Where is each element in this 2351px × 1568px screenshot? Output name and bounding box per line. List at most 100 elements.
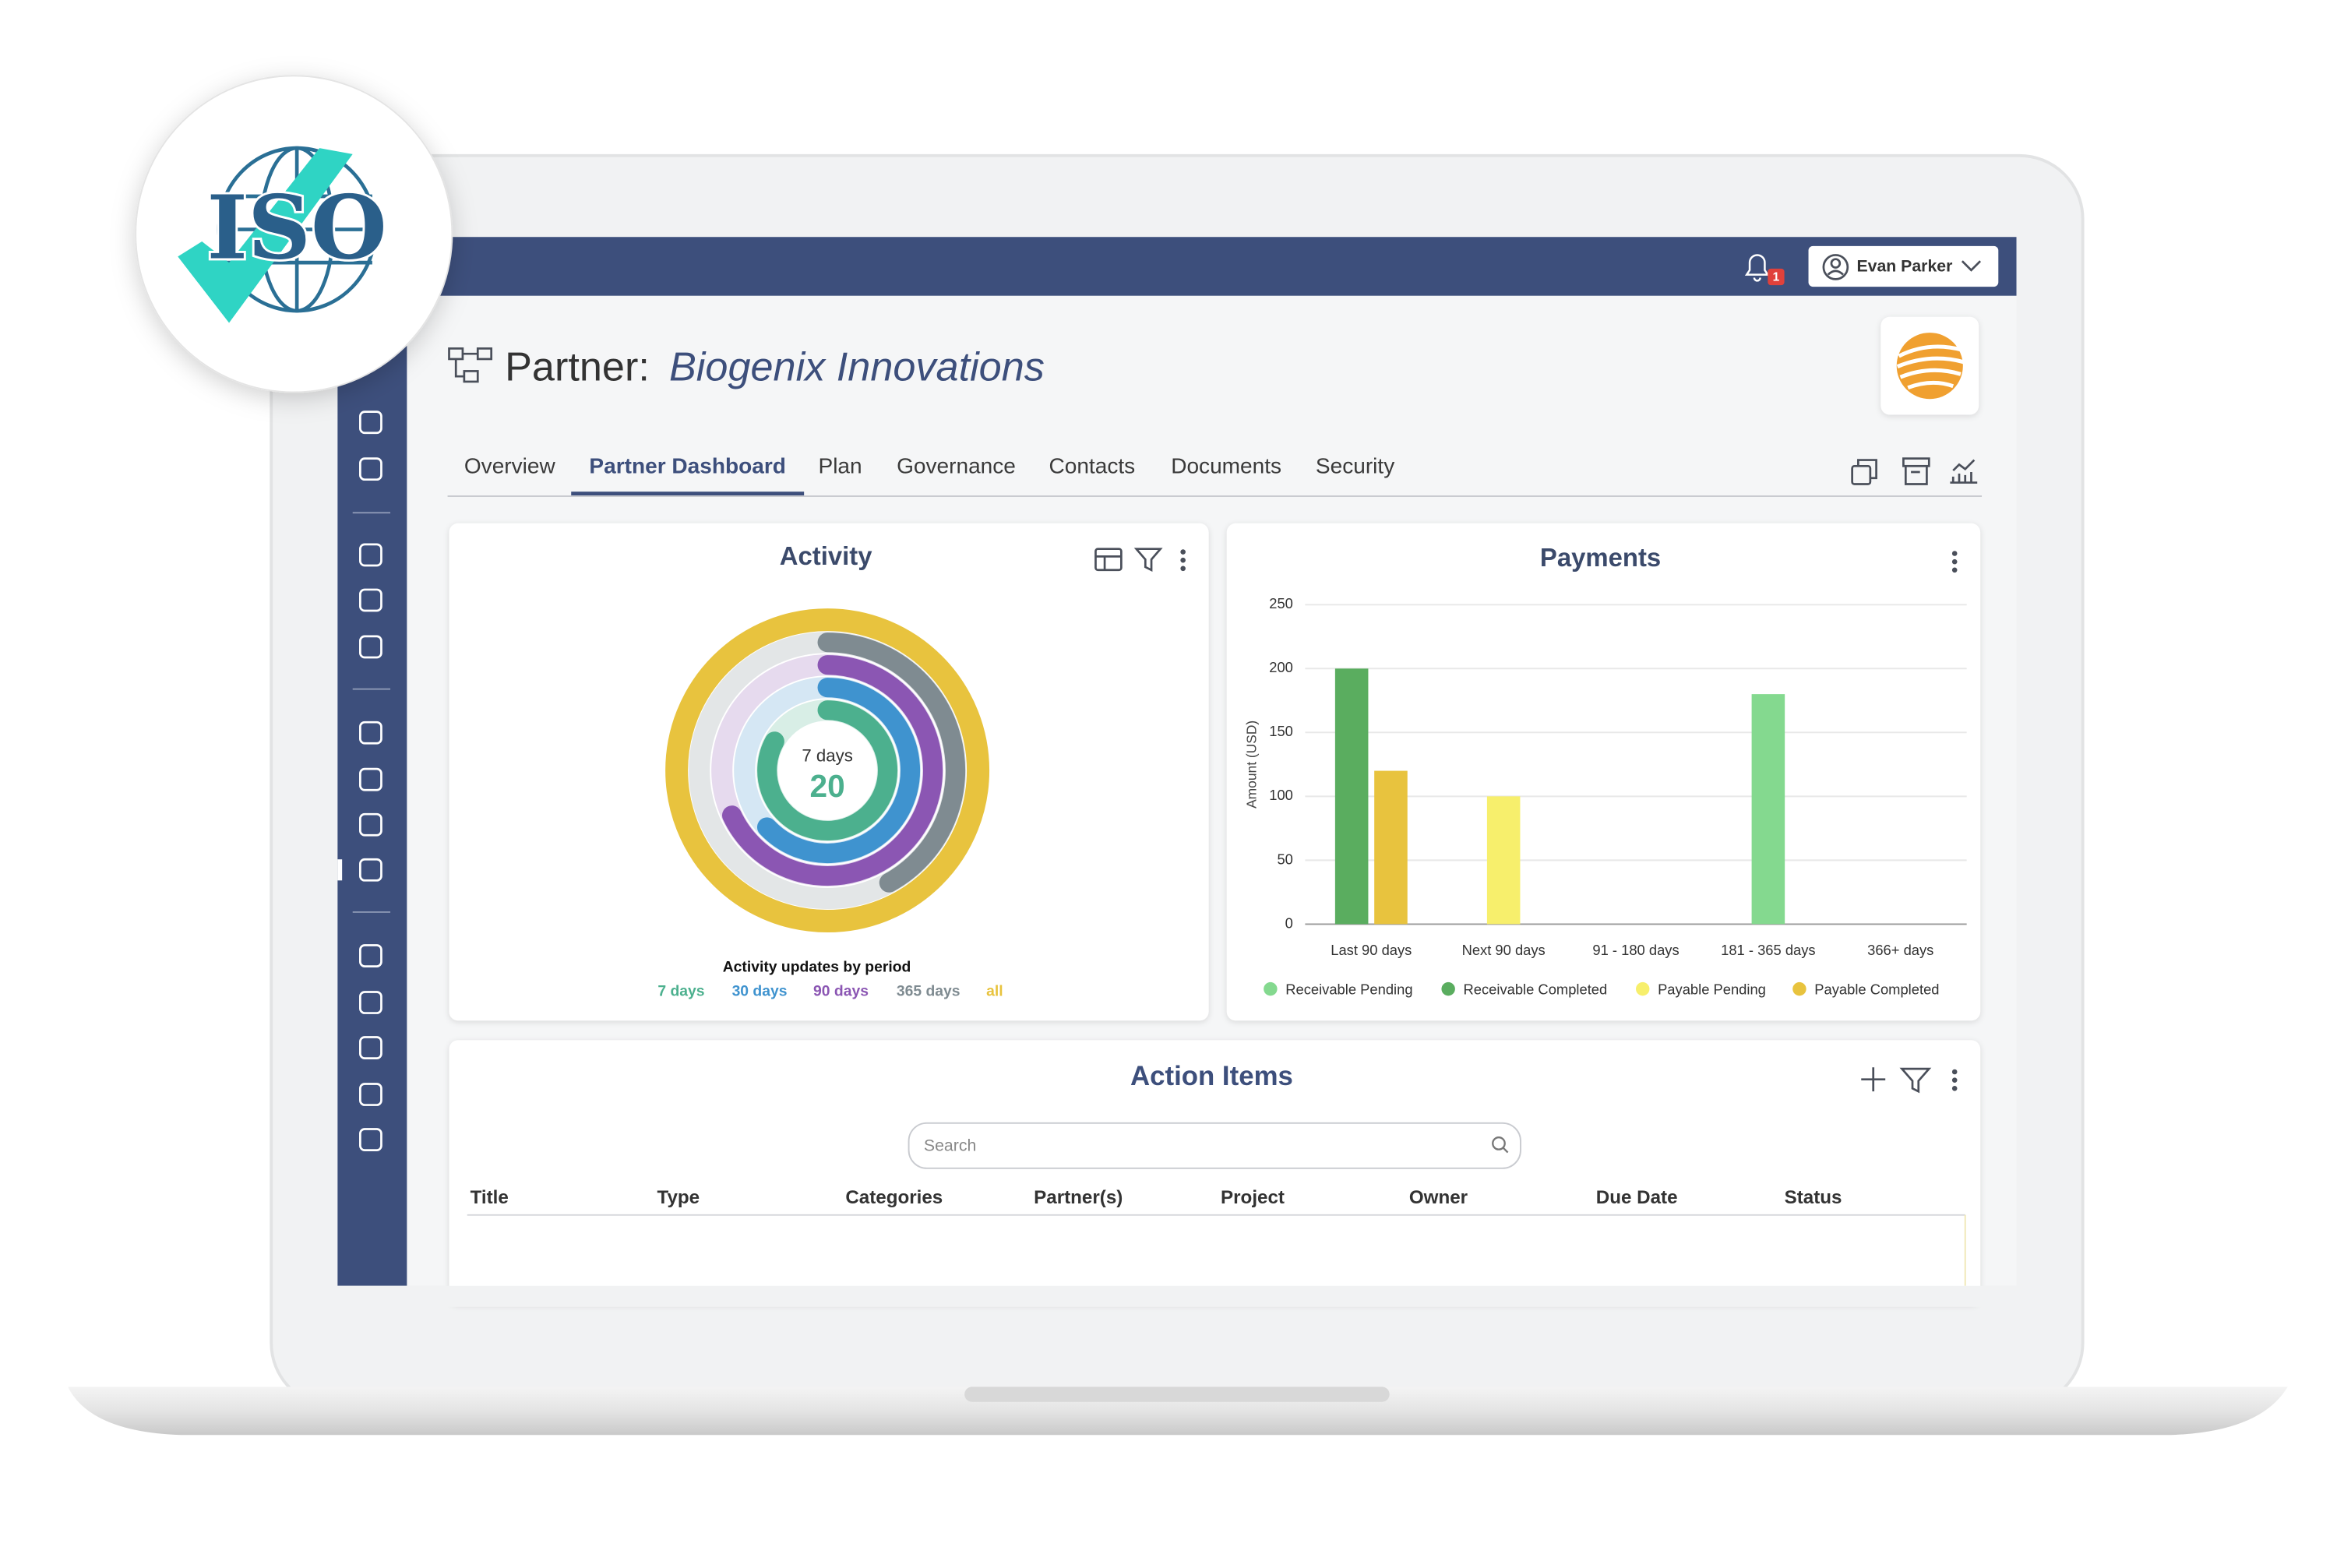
column-header[interactable]: Title	[471, 1187, 509, 1208]
center-value: 20	[810, 768, 845, 804]
search-placeholder: Search	[924, 1136, 976, 1154]
filter-button[interactable]	[1133, 548, 1163, 572]
nav-icon[interactable]	[359, 858, 382, 882]
nav-icon[interactable]	[359, 812, 382, 837]
menu-buttons	[1180, 549, 1958, 1091]
nav-icon[interactable]	[359, 588, 382, 612]
nav-icon[interactable]	[359, 1128, 382, 1151]
column-header[interactable]: Due Date	[1596, 1187, 1678, 1208]
legend-swatch	[1792, 981, 1806, 996]
column-header[interactable]: Project	[1221, 1187, 1285, 1208]
chart-subtitle: Activity updates by period	[723, 959, 911, 976]
ring-bar	[817, 632, 966, 893]
nav-icon[interactable]	[359, 635, 382, 659]
tab[interactable]: Security	[1316, 454, 1394, 478]
search-box[interactable]: Search	[908, 1122, 1521, 1169]
nav-icon[interactable]	[359, 767, 382, 791]
action-items-actions	[1861, 1067, 1932, 1094]
screen-bottom-bezel	[337, 1285, 2017, 1307]
x-tick-label: 91 - 180 days	[1592, 942, 1679, 958]
column-header[interactable]: Type	[657, 1187, 700, 1208]
table-view-button[interactable]	[1094, 548, 1123, 572]
card-title: Activity	[780, 541, 872, 570]
legend-entry[interactable]: 30 days	[732, 983, 788, 1000]
notification-bell[interactable]: 1	[1744, 254, 1785, 286]
payments-card	[1226, 523, 1981, 1021]
tab[interactable]: Plan	[818, 454, 862, 478]
legend-swatch	[1636, 981, 1650, 996]
bar	[1751, 694, 1785, 925]
x-tick-label: 181 - 365 days	[1721, 942, 1815, 958]
ring-bar	[665, 608, 990, 933]
laptop-notch	[964, 1387, 1390, 1402]
column-header[interactable]: Categories	[845, 1187, 943, 1208]
analytics-button[interactable]	[1950, 459, 1978, 484]
y-tick-label: 50	[1277, 851, 1292, 867]
legend-entry[interactable]: Payable Completed	[1814, 981, 1939, 997]
nav-icon[interactable]	[359, 991, 382, 1014]
bar	[1374, 770, 1408, 925]
y-tick-label: 250	[1269, 595, 1293, 611]
legend-swatch	[1441, 981, 1455, 996]
nav-icon[interactable]	[359, 457, 382, 481]
payments-menu[interactable]	[1951, 551, 1958, 573]
y-tick-label: 150	[1269, 723, 1293, 739]
bar	[1486, 796, 1521, 925]
column-header[interactable]: Status	[1785, 1187, 1842, 1208]
nav-icon[interactable]	[359, 543, 382, 567]
nav-icon[interactable]	[359, 1083, 382, 1106]
nav-icon[interactable]	[359, 944, 382, 967]
archive-button[interactable]	[1902, 457, 1930, 485]
column-header[interactable]: Owner	[1409, 1187, 1468, 1208]
tab[interactable]: Documents	[1171, 454, 1281, 478]
x-tick-label: Last 90 days	[1331, 942, 1412, 958]
page-title-prefix: Partner:	[505, 344, 650, 389]
activity-menu[interactable]	[1180, 549, 1186, 572]
center-label: 7 days	[802, 746, 853, 766]
bar	[1334, 668, 1369, 925]
tab[interactable]: Partner Dashboard	[589, 454, 786, 478]
page-title-name: Biogenix Innovations	[669, 344, 1045, 389]
filter-button[interactable]	[1899, 1067, 1932, 1094]
ring-bar	[721, 655, 943, 886]
add-button[interactable]	[1861, 1067, 1886, 1092]
legend-entry[interactable]: Payable Pending	[1658, 981, 1766, 997]
partner-icon	[448, 347, 493, 383]
table-header: Title Type Categories Partner(s) Project Owne…	[471, 1187, 1842, 1208]
top-bar	[337, 237, 2017, 296]
legend-entry[interactable]: 7 days	[657, 983, 704, 1000]
legend-entry[interactable]: all	[986, 983, 1003, 1000]
legend-entry[interactable]: Receivable Completed	[1464, 981, 1608, 997]
x-tick-label: Next 90 days	[1462, 942, 1546, 958]
sidebar-icons	[337, 410, 391, 1151]
action-items-menu[interactable]	[1951, 1069, 1958, 1091]
legend-entry[interactable]: 365 days	[897, 983, 960, 1000]
iso-badge: ISO	[135, 75, 453, 393]
ring-bar	[757, 700, 898, 841]
x-tick-label: 366+ days	[1867, 942, 1933, 958]
tabs: Overview Partner Dashboard Plan Governance C…	[464, 454, 1394, 496]
legend-entry[interactable]: 90 days	[813, 983, 869, 1000]
page-actions	[1851, 457, 1978, 485]
tab[interactable]: Overview	[464, 454, 556, 478]
column-header[interactable]: Partner(s)	[1034, 1187, 1123, 1208]
copy-button[interactable]	[1851, 459, 1877, 485]
y-tick-label: 200	[1269, 659, 1293, 675]
card-title: Payments	[1540, 543, 1661, 572]
user-name: Evan Parker	[1856, 257, 1952, 276]
payments-chart: Payments Amount (USD) 0 50 100 150 200 250 Last …	[1243, 543, 1967, 997]
user-menu[interactable]: Evan Parker	[1808, 245, 1999, 287]
legend-entry[interactable]: Receivable Pending	[1285, 981, 1412, 997]
tab[interactable]: Governance	[897, 454, 1016, 478]
tab[interactable]: Contacts	[1049, 454, 1135, 478]
nav-icon[interactable]	[359, 410, 382, 435]
nav-icon[interactable]	[359, 721, 382, 745]
iso-text: ISO	[207, 178, 387, 280]
nav-icon[interactable]	[359, 1036, 382, 1059]
ring-center	[779, 722, 876, 819]
nav-active-marker	[337, 859, 343, 881]
notification-count: 1	[1773, 271, 1780, 284]
y-axis-label: Amount (USD)	[1243, 721, 1259, 809]
